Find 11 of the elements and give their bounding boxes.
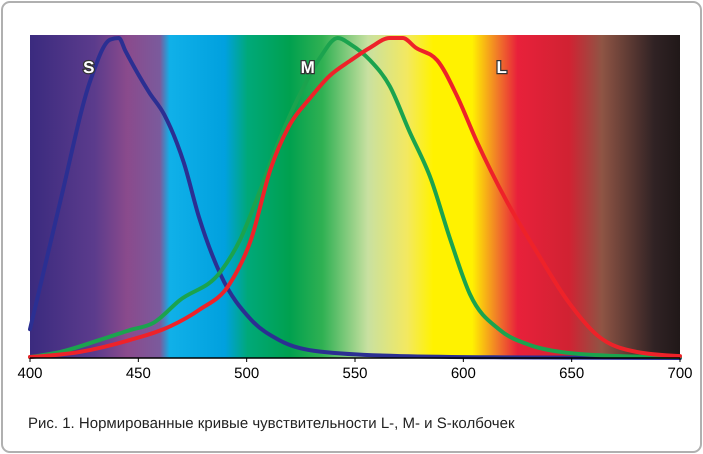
series-label: M <box>300 58 315 77</box>
text: Рис. 1. Нормированные кривые чувствительности L-, M- и S-колбочек <box>28 415 515 432</box>
x-tick-label: 400 <box>17 365 43 382</box>
x-tick-label: 700 <box>667 365 693 382</box>
x-tick-label: 450 <box>126 365 151 382</box>
x-tick-label: 600 <box>450 365 476 382</box>
x-tick-label: 500 <box>234 365 260 382</box>
x-tick-label: 650 <box>559 365 584 382</box>
series-label: S <box>83 58 95 77</box>
x-tick-label: 550 <box>342 365 368 382</box>
text: L <box>496 58 507 77</box>
